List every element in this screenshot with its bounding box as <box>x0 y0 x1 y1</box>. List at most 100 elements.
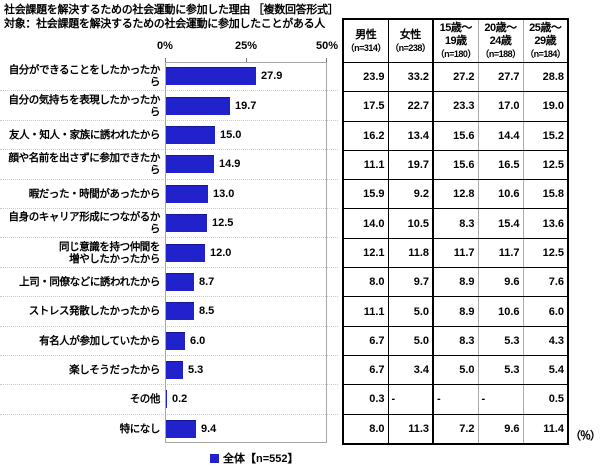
x-axis-tick-0: 0% <box>157 40 173 52</box>
chart-row: 同じ意識を持つ仲間を 増やしたかったから 12.0 <box>0 238 338 268</box>
chart-row: その他 0.2 <box>0 385 338 415</box>
table-row: 14.0 10.5 8.3 15.4 13.6 <box>343 208 568 239</box>
bar <box>166 361 183 380</box>
bar <box>166 419 196 438</box>
table-row: 11.1 19.7 15.6 16.5 12.5 <box>343 149 568 181</box>
column-header-age-20-24: 20歳～ 24歳 （n=188） <box>478 18 524 63</box>
table-cell: 8.9 <box>433 296 479 327</box>
chart-row: 友人・知人・家族に誘われたから 15.0 <box>0 121 338 151</box>
bar <box>166 272 194 291</box>
bar <box>166 184 208 203</box>
column-header-age-15-19: 15歳～ 19歳 （n=180） <box>433 18 479 63</box>
bar-value-label: 15.0 <box>220 128 242 141</box>
column-header-female: 女性 （n=238） <box>388 18 434 63</box>
bar <box>166 67 256 86</box>
bar-value-label: 12.0 <box>210 246 232 259</box>
table-cell: 11.1 <box>343 149 389 181</box>
category-label: 暇だった・時間があったから <box>28 187 161 200</box>
category-label: 上司・同僚などに誘われたから <box>19 275 160 288</box>
bar <box>166 214 207 233</box>
table-cell: 5.3 <box>478 354 524 386</box>
chart-row: 有名人が参加していたから 6.0 <box>0 327 338 356</box>
table-cell: 28.8 <box>523 61 568 93</box>
table-cell: 15.2 <box>523 120 568 151</box>
bar-value-label: 13.0 <box>213 187 235 200</box>
table-row: 6.7 5.0 8.3 5.3 4.3 <box>343 325 568 356</box>
table-cell: 11.7 <box>478 237 524 269</box>
category-label: 友人・知人・家族に誘われたから <box>9 128 160 141</box>
bar-value-label: 8.5 <box>199 305 215 318</box>
table-cell: 14.4 <box>478 120 524 151</box>
chart-row: 特になし 9.4 <box>0 415 338 443</box>
table-cell: - <box>433 384 479 415</box>
chart-legend: 全体【n=552】 <box>210 450 299 466</box>
legend-swatch-icon <box>210 453 219 463</box>
table-cell: 5.0 <box>388 325 434 356</box>
table-row: 8.0 9.7 8.9 9.6 7.6 <box>343 267 568 298</box>
column-header-n: （n=184） <box>525 49 566 59</box>
table-cell: 27.7 <box>478 61 524 93</box>
category-label: 自身のキャリア形成につながるから <box>8 211 161 236</box>
axis-tick-mark <box>326 58 327 62</box>
chart-row: 暇だった・時間があったから 13.0 <box>0 180 338 209</box>
table-header-row: 男性 （n=314） 女性 （n=238） 15歳～ 19歳 （n=180） 2… <box>343 18 568 63</box>
bar <box>166 155 214 174</box>
table-row: 8.0 11.3 7.2 9.6 11.4 <box>343 413 568 445</box>
crosstab-table: 男性 （n=314） 女性 （n=238） 15歳～ 19歳 （n=180） 2… <box>342 18 569 445</box>
table-cell: 17.5 <box>343 91 389 122</box>
table-cell: 5.3 <box>478 325 524 356</box>
percent-unit-label: （％） <box>570 430 600 442</box>
bar <box>166 243 205 262</box>
bar <box>166 331 185 350</box>
bar-value-label: 5.3 <box>188 364 204 377</box>
table-cell: 8.9 <box>433 267 479 298</box>
chart-row: 上司・同僚などに誘われたから 8.7 <box>0 268 338 298</box>
axis-tick-mark <box>246 58 247 62</box>
legend-label: 全体【n=552】 <box>223 453 299 465</box>
table-cell: 0.3 <box>343 384 389 415</box>
table-cell: 11.4 <box>523 413 568 445</box>
column-header-age-25-29: 25歳～ 29歳 （n=184） <box>523 18 568 63</box>
table-row: 12.1 11.8 11.7 11.7 12.5 <box>343 237 568 269</box>
bar <box>166 96 230 115</box>
table-cell: 15.6 <box>433 120 479 151</box>
table-cell: 19.0 <box>523 91 568 122</box>
bar <box>166 125 215 144</box>
bar-value-label: 27.9 <box>261 70 283 83</box>
category-label: 顔や名前を出さずに参加できたから <box>8 152 161 177</box>
table-cell: 11.3 <box>388 413 434 445</box>
table-cell: 10.6 <box>478 296 524 327</box>
table-cell: - <box>478 384 524 415</box>
bar-value-label: 6.0 <box>190 334 206 347</box>
category-label: ストレス発散したかったから <box>28 305 161 318</box>
chart-row: 顔や名前を出さずに参加できたから 14.9 <box>0 150 338 180</box>
column-header-label: 20歳～ 24歳 <box>484 22 517 47</box>
table-cell: 8.0 <box>343 413 389 445</box>
table-cell: 8.0 <box>343 267 389 298</box>
axis-tick-mark <box>165 58 166 62</box>
category-label: 自分の気持ちを表現したかったから <box>8 93 161 118</box>
table-cell: 15.8 <box>523 179 568 210</box>
table-cell: 27.2 <box>433 61 479 93</box>
table-cell: 5.0 <box>433 354 479 386</box>
table-cell: 7.2 <box>433 413 479 445</box>
table-cell: 22.7 <box>388 91 434 122</box>
category-label: 自分ができることをしたかったから <box>8 64 161 89</box>
table-row: 17.5 22.7 23.3 17.0 19.0 <box>343 91 568 122</box>
bar-value-label: 14.9 <box>219 158 241 171</box>
chart-row: 自分ができることをしたかったから 27.9 <box>0 62 338 92</box>
table-row: 6.7 3.4 5.0 5.3 5.4 <box>343 354 568 386</box>
category-label: 有名人が参加していたから <box>39 334 160 347</box>
table-row: 23.9 33.2 27.2 27.7 28.8 <box>343 61 568 93</box>
table-cell: 12.1 <box>343 237 389 269</box>
x-axis-tick-50: 50% <box>315 40 339 52</box>
table-cell: 11.1 <box>343 296 389 327</box>
table-cell: 16.2 <box>343 120 389 151</box>
chart-title-line2: 対象：社会課題を解決するための社会運動に参加したことがある人 <box>4 18 325 30</box>
chart-title: 社会課題を解決するための社会運動に参加した理由 ［複数回答形式］ 対象：社会課題… <box>4 3 339 31</box>
table-cell: 15.4 <box>478 208 524 239</box>
x-axis-tick-25: 25% <box>234 40 258 52</box>
table-row: 0.3- - -0.5 <box>343 384 568 415</box>
bar-value-label: 8.7 <box>199 275 215 288</box>
